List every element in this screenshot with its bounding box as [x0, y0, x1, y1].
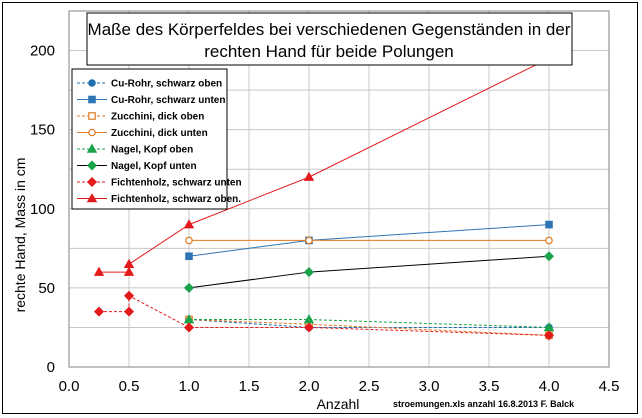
data-point — [305, 236, 313, 245]
footnote: stroemungen.xls anzahl 16.8.2013 F. Balc… — [393, 399, 575, 409]
legend-marker — [86, 160, 98, 171]
legend-marker — [86, 143, 98, 153]
legend-label: Nagel, Kopf unten — [111, 161, 197, 172]
legend-label: Fichtenholz, schwarz unten — [111, 178, 242, 189]
legend-label: Fichtenholz, schwarz oben. — [111, 194, 241, 205]
x-tick-label: 3.5 — [479, 378, 500, 395]
data-point — [93, 266, 105, 276]
chart-canvas: 0.0 0.5 1.0 1.5 2.0 2.5 3.0 3.5 4.0 4.5 0 50 100 150 2… — [12, 10, 619, 412]
plot-area — [68, 10, 610, 368]
legend-label: Cu-Rohr, schwarz oben — [111, 79, 222, 90]
data-point — [123, 306, 135, 317]
legend-marker — [86, 193, 98, 203]
data-point — [543, 330, 555, 341]
data-point — [123, 290, 135, 301]
axis-layer: 0.0 0.5 1.0 1.5 2.0 2.5 3.0 3.5 4.0 4.5 0 50 100 150 2… — [30, 43, 619, 395]
data-point — [303, 322, 315, 333]
x-tick-label: 1.0 — [179, 378, 200, 395]
legend-item: Cu-Rohr, schwarz oben — [77, 79, 222, 90]
legend-label: Zucchini, dick unten — [111, 128, 208, 139]
y-tick-label: 0 — [47, 359, 55, 376]
legend-item: Nagel, Kopf oben — [77, 143, 193, 156]
y-tick-label: 200 — [30, 43, 55, 60]
legend-item: Zucchini, dick oben — [77, 112, 204, 123]
x-tick-label: 2.5 — [359, 378, 380, 395]
data-point — [93, 306, 105, 317]
series-line — [99, 294, 550, 336]
data-point — [183, 322, 195, 333]
legend-item: Zucchini, dick unten — [77, 128, 208, 139]
chart-title-line-2: rechten Hand für beide Polungen — [204, 42, 454, 61]
y-tick-label: 150 — [30, 122, 55, 139]
legend-item: Fichtenholz, schwarz oben. — [77, 193, 241, 205]
data-point — [303, 267, 315, 278]
legend-marker — [88, 112, 96, 120]
x-tick-label: 2.0 — [299, 378, 320, 395]
legend-marker — [86, 176, 98, 188]
legend-item: Fichtenholz, schwarz unten — [77, 176, 242, 189]
data-point — [183, 282, 195, 293]
y-tick-label: 100 — [30, 201, 55, 218]
legend-label: Cu-Rohr, schwarz unten — [111, 95, 225, 106]
legend-label: Nagel, Kopf oben — [111, 145, 193, 156]
y-tick-label: 50 — [38, 280, 55, 297]
x-tick-label: 4.0 — [539, 378, 560, 395]
grid-layer — [68, 10, 610, 368]
chart-frame: 0.0 0.5 1.0 1.5 2.0 2.5 3.0 3.5 4.0 4.5 0 50 100 150 2… — [2, 2, 638, 414]
legend-marker — [88, 128, 96, 137]
legend-marker — [88, 95, 96, 104]
chart-title-line-1: Maße des Körperfeldes bei verschiedenen … — [88, 20, 571, 39]
chart-title: Maße des Körperfeldes bei verschiedenen … — [86, 12, 573, 66]
data-point — [545, 236, 553, 245]
data-point — [185, 236, 193, 245]
x-tick-label: 0.0 — [59, 378, 80, 395]
legend-item: Nagel, Kopf unten — [77, 160, 197, 172]
legend-item: Cu-Rohr, schwarz unten — [77, 95, 225, 106]
x-tick-label: 3.0 — [419, 378, 440, 395]
data-point — [123, 266, 135, 276]
data-point — [185, 252, 193, 261]
series-layer — [93, 53, 555, 341]
series-6 — [93, 290, 555, 341]
data-point — [183, 219, 195, 229]
x-tick-label: 4.5 — [599, 378, 620, 395]
x-tick-label: 0.5 — [119, 378, 140, 395]
data-point — [543, 251, 555, 262]
legend: Cu-Rohr, schwarz oben Cu-Rohr, schwarz un… — [71, 68, 242, 210]
legend-label: Zucchini, dick oben — [111, 112, 204, 123]
x-tick-label: 1.5 — [239, 378, 260, 395]
data-point — [123, 258, 135, 268]
x-axis-label: Anzahl — [317, 396, 360, 412]
series-3 — [185, 236, 553, 245]
series-line — [99, 58, 550, 273]
series-5 — [183, 251, 555, 293]
data-point — [545, 220, 553, 229]
legend-marker — [88, 79, 96, 87]
y-axis-label: rechte Hand, Mass in cm — [12, 158, 28, 313]
data-point — [303, 171, 315, 181]
